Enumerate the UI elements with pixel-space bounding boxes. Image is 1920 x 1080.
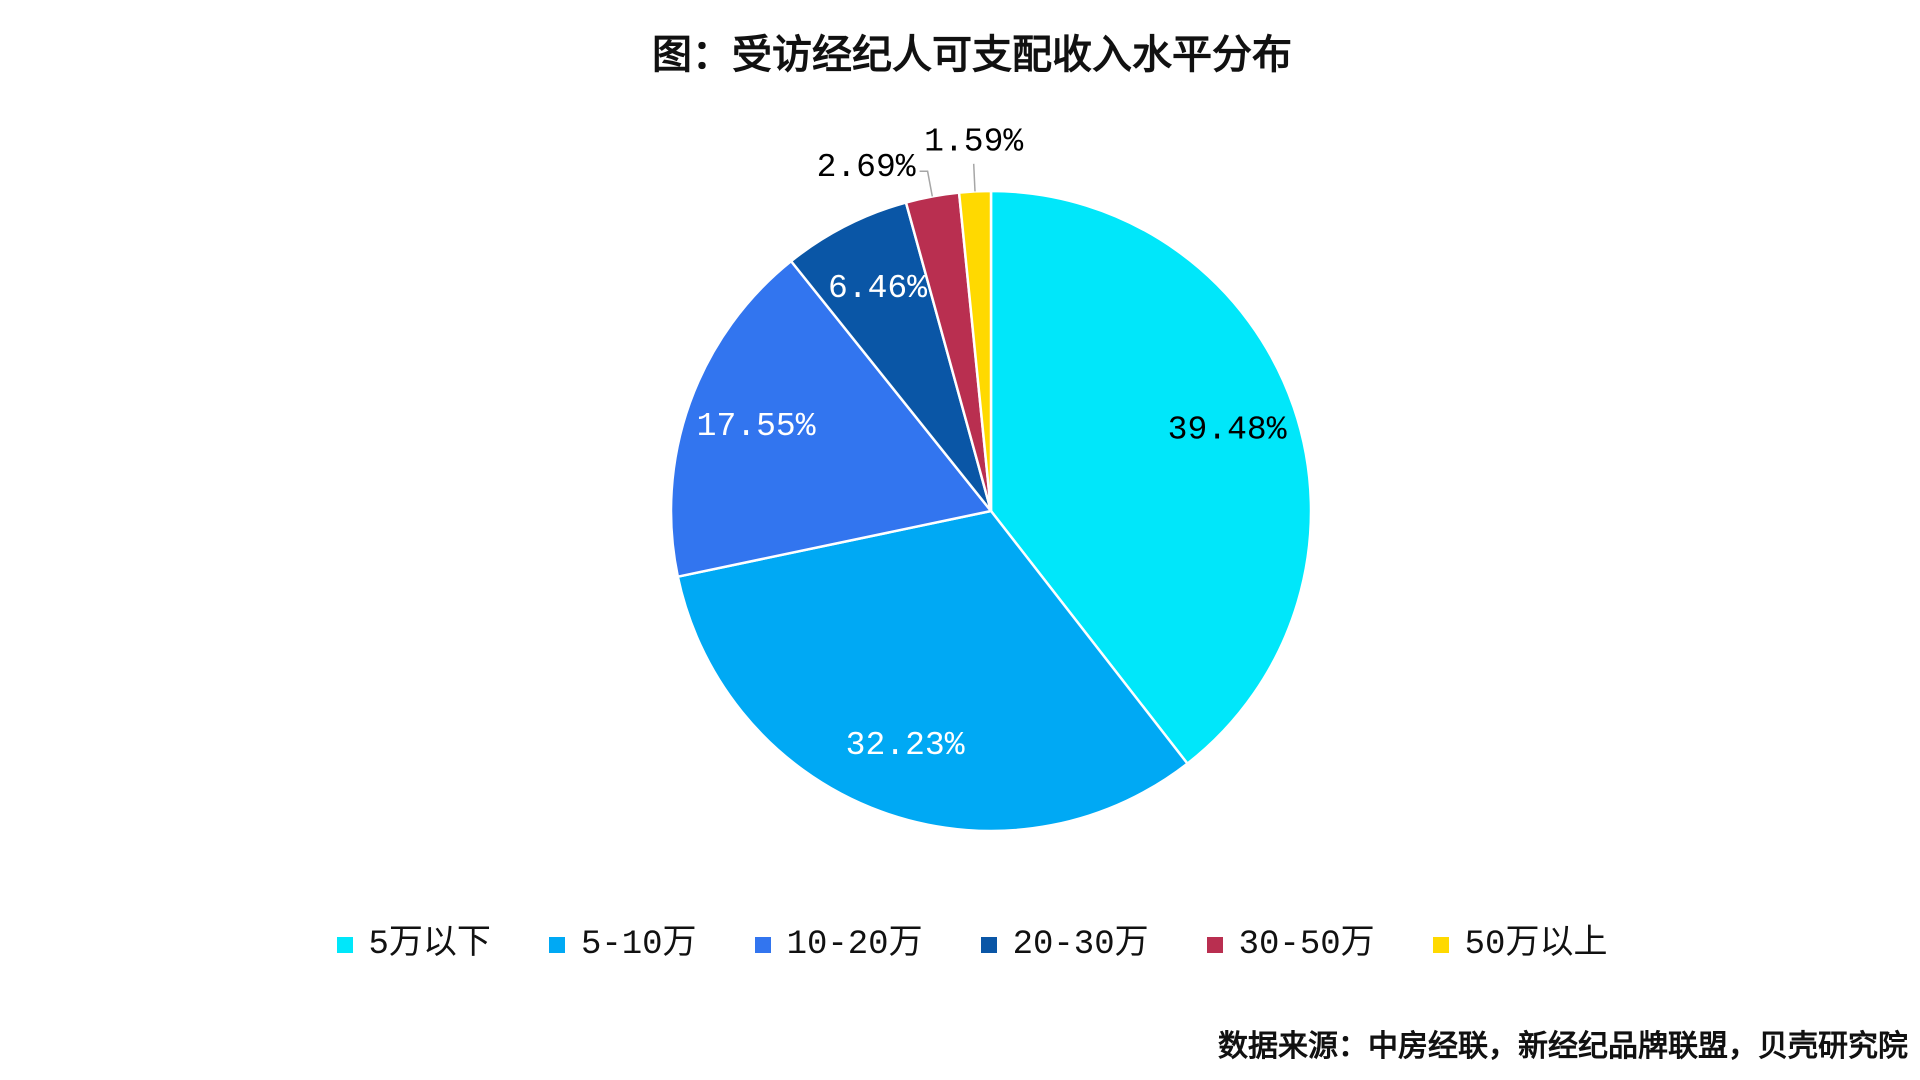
pie-slices — [669, 189, 1313, 833]
pie-slice-3 — [669, 259, 993, 578]
legend-label: 10-20万 — [786, 926, 923, 964]
legend-swatch — [980, 937, 997, 953]
data-label-6: 1.59% — [924, 123, 1023, 160]
leader-lines — [919, 163, 976, 197]
legend-item-1: 5万以下 — [336, 925, 491, 965]
legend-swatch — [754, 937, 771, 953]
data-label-5: 2.69% — [817, 149, 916, 186]
legend: 5万以下 5-10万 10-20万 20-30万 30-50万 50万以上 — [0, 920, 1920, 970]
data-label-2: 32.23% — [846, 727, 965, 764]
legend-label: 50万以上 — [1464, 926, 1608, 964]
data-label-4: 6.46% — [828, 270, 927, 307]
legend-swatch — [1432, 937, 1449, 953]
data-labels: 39.48% 32.23% 17.55% 6.46% 2.69%1.59% — [697, 123, 1287, 764]
data-label-1: 39.48% — [1168, 412, 1287, 449]
leader-line-6 — [972, 163, 976, 192]
legend-item-2: 5-10万 — [548, 925, 697, 965]
legend-label: 30-50万 — [1238, 926, 1375, 964]
data-label-3: 17.55% — [697, 408, 816, 445]
legend-label: 5-10万 — [580, 926, 697, 964]
source-note: 数据来源：中房经联，新经纪品牌联盟，贝壳研究院 — [1218, 1030, 1908, 1063]
legend-swatch — [336, 937, 353, 953]
pie-slice-4 — [789, 201, 993, 513]
legend-item-4: 20-30万 — [980, 925, 1149, 965]
legend-swatch — [548, 937, 565, 953]
pie-slice-2 — [676, 509, 1189, 833]
pie-slice-6 — [957, 189, 993, 513]
chart-title: 图：受访经纪人可支配收入水平分布 — [652, 33, 1292, 77]
legend-label: 5万以下 — [368, 926, 491, 964]
legend-swatch — [1206, 937, 1223, 953]
pie-slice-1 — [989, 189, 1313, 765]
legend-label: 20-30万 — [1012, 926, 1149, 964]
legend-item-3: 10-20万 — [754, 925, 923, 965]
legend-item-5: 30-50万 — [1206, 925, 1375, 965]
legend-item-6: 50万以上 — [1432, 925, 1608, 965]
leader-line-5 — [919, 170, 934, 197]
